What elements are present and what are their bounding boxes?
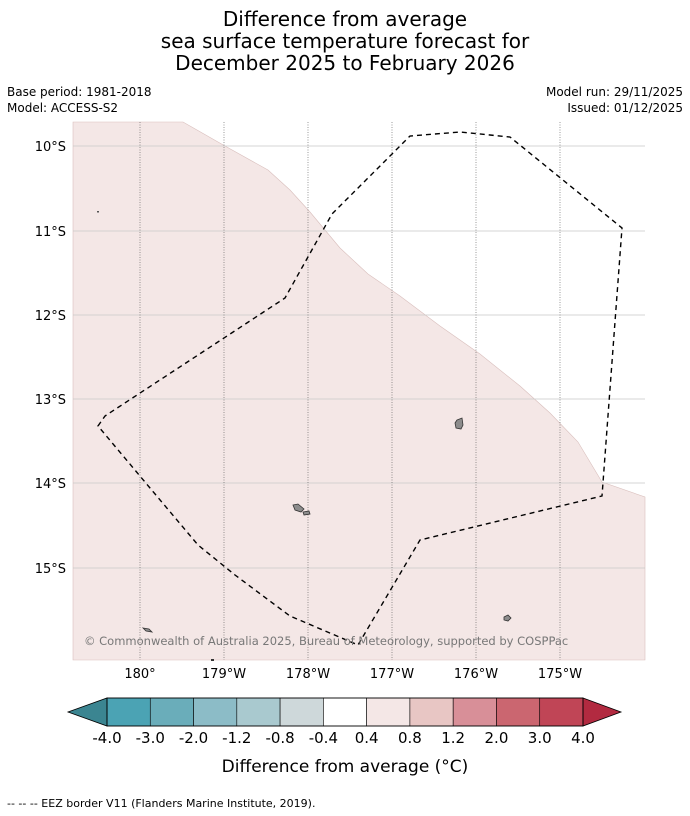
lon-label-178w: 178°W [286, 667, 330, 680]
colorbar-tick-label: -2.0 [179, 729, 208, 747]
colorbar-tick-label: -3.0 [136, 729, 165, 747]
colorbar-label: Difference from average (°C) [222, 757, 469, 777]
colorbar-swatch [323, 697, 367, 727]
colorbar-tick-labels: -4.0 -3.0 -2.0 -1.2 -0.8 -0.4 0.4 0.8 1.2 2.0 3.0 4… [92, 729, 595, 747]
longitude-labels: 180° 179°W 178°W 177°W 176°W 175°W [124, 667, 582, 680]
lat-label-15s: 15°S [35, 562, 66, 577]
colorbar-swatch [539, 697, 584, 727]
colorbar: -4.0 -3.0 -2.0 -1.2 -0.8 -0.4 0.4 0.8 1.2 2.0 3.0 4… [66, 697, 623, 777]
title-line-3: December 2025 to February 2026 [175, 51, 515, 75]
colorbar-swatch [452, 697, 497, 727]
colorbar-swatch [366, 697, 411, 727]
colorbar-tick-label: 0.4 [355, 729, 379, 747]
base-period: Base period: 1981-2018 [7, 85, 152, 99]
title-line-1: Difference from average [222, 7, 468, 31]
copyright-notice: © Commonwealth of Australia 2025, Bureau… [84, 634, 568, 648]
island-rotuma-fragment [141, 627, 154, 633]
colorbar-tick-label: -0.8 [265, 729, 294, 747]
meta-left: Base period: 1981-2018 Model: ACCESS-S2 [7, 84, 152, 116]
island-futuna [292, 503, 305, 513]
colorbar-swatches [106, 697, 584, 727]
colorbar-tick-label: -1.2 [222, 729, 251, 747]
colorbar-frame [106, 697, 584, 727]
colorbar-swatch [409, 697, 454, 727]
meta-right: Model run: 29/11/2025 Issued: 01/12/2025 [546, 84, 683, 116]
island-speck-bottom [211, 659, 214, 661]
colorbar-over-arrow [582, 697, 623, 727]
lat-label-11s: 11°S [35, 225, 66, 240]
lat-label-14s: 14°S [35, 477, 66, 492]
latitude-labels: 10°S 11°S 12°S 13°S 14°S 15°S [35, 140, 66, 577]
island-speck [97, 211, 99, 213]
colorbar-tick-label: 4.0 [571, 729, 595, 747]
colorbar-swatch [496, 697, 541, 727]
anomaly-region [72, 121, 646, 661]
island-wallis [454, 417, 464, 430]
longitude-gridlines [139, 122, 561, 660]
model-run: Model run: 29/11/2025 [545, 85, 683, 99]
lon-label-179w: 179°W [202, 667, 246, 680]
colorbar-tick-label: -0.4 [309, 729, 338, 747]
chart-title: Difference from average sea surface temp… [0, 8, 690, 74]
island-niuafoou [503, 614, 512, 622]
colorbar-swatch [106, 697, 151, 727]
map-panel: 10°S 11°S 12°S 13°S 14°S 15°S 180° 179°W… [35, 121, 646, 680]
colorbar-swatch [149, 697, 194, 727]
lon-label-180: 180° [124, 667, 155, 680]
colorbar-swatch [193, 697, 238, 727]
eez-border [97, 131, 623, 646]
lon-label-177w: 177°W [370, 667, 414, 680]
colorbar-under-arrow [66, 697, 108, 727]
colorbar-tick-label: 0.8 [398, 729, 422, 747]
eez-legend-note: -- -- -- EEZ border V11 (Flanders Marine… [7, 797, 316, 810]
island-alofi [302, 510, 311, 516]
lat-label-12s: 12°S [35, 309, 66, 324]
colorbar-tick-label: -4.0 [92, 729, 121, 747]
islands [97, 211, 512, 661]
lon-label-175w: 175°W [538, 667, 582, 680]
colorbar-swatch [236, 697, 281, 727]
lat-label-10s: 10°S [35, 140, 66, 155]
colorbar-tick-label: 1.2 [441, 729, 465, 747]
latitude-gridlines [73, 145, 645, 569]
colorbar-tick-label: 2.0 [485, 729, 509, 747]
colorbar-swatch [279, 697, 324, 727]
colorbar-tick-label: 3.0 [528, 729, 552, 747]
issued-date: Issued: 01/12/2025 [567, 101, 683, 115]
title-line-2: sea surface temperature forecast for [160, 29, 530, 53]
lat-label-13s: 13°S [35, 393, 66, 408]
lon-label-176w: 176°W [454, 667, 498, 680]
model-name: Model: ACCESS-S2 [7, 101, 119, 115]
